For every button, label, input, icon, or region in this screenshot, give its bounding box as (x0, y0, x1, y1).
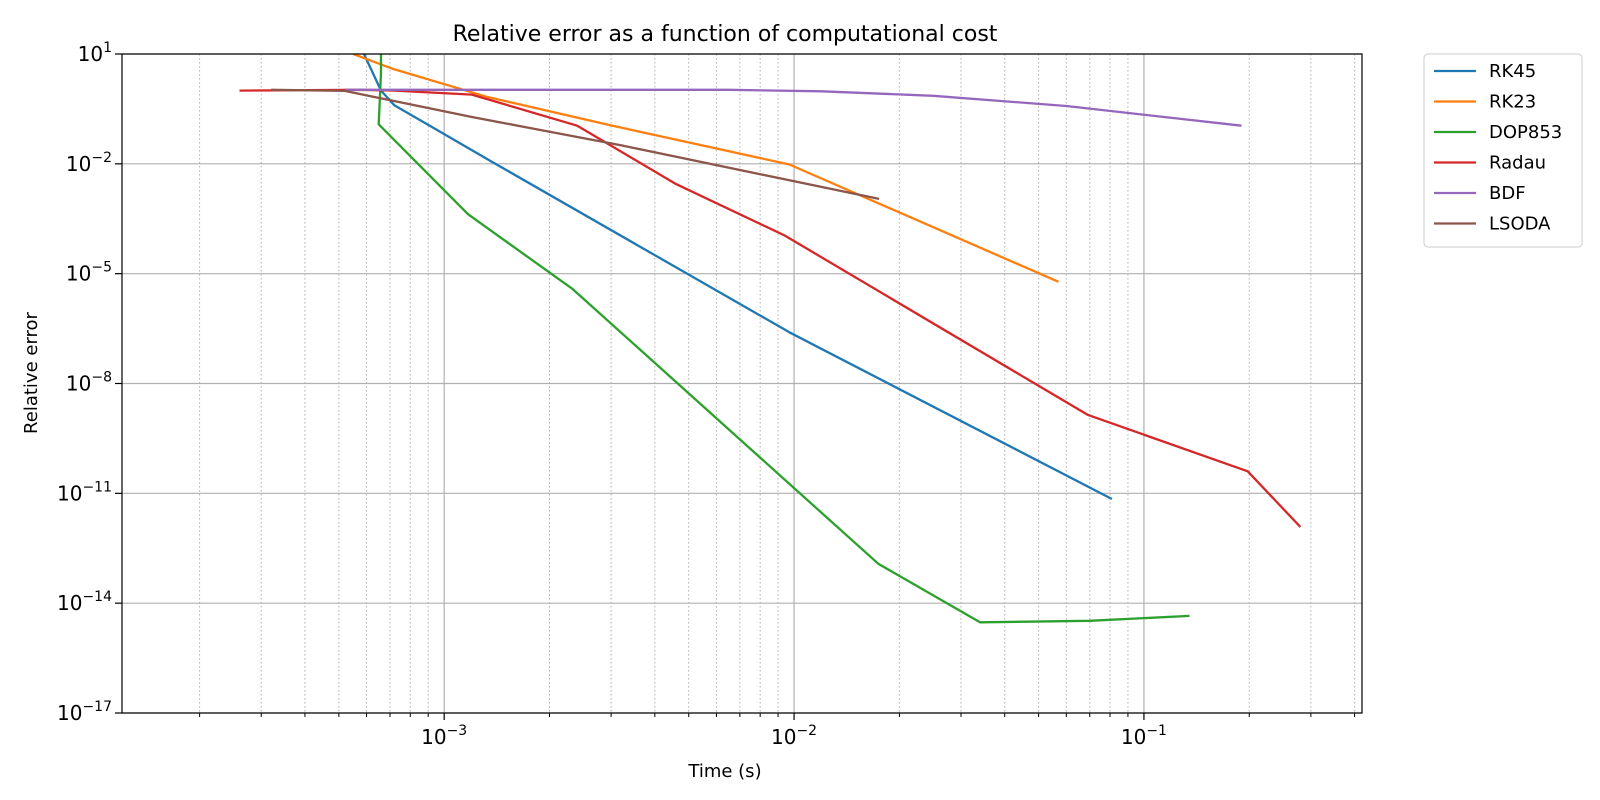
chart-title: Relative error as a function of computat… (453, 22, 998, 47)
y-tick-label: 10−11 (57, 479, 112, 505)
y-tick-label: 101 (78, 40, 112, 66)
y-axis-ticks: 101 10−2 10−5 10−8 10−11 10−14 10−17 (57, 40, 122, 725)
legend: RK45 RK23 DOP853 Radau BDF LSODA (1423, 53, 1583, 248)
y-axis-label: Relative error (21, 311, 42, 433)
x-tick-label: 10−3 (421, 723, 467, 749)
major-grid (122, 53, 1362, 714)
y-tick-label: 10−17 (57, 699, 112, 725)
legend-label-lsoda: LSODA (1489, 214, 1551, 235)
y-tick-label: 10−14 (57, 589, 112, 615)
series-line-rk23 (352, 54, 1059, 283)
legend-label-rk45: RK45 (1489, 61, 1536, 82)
y-tick-label: 10−5 (66, 260, 112, 286)
y-tick-label: 10−2 (66, 150, 112, 176)
legend-label-dop853: DOP853 (1489, 122, 1562, 143)
x-axis-ticks: 10−3 10−2 10−1 (199, 713, 1356, 749)
series-line-radau (239, 88, 1302, 528)
series-line-rk45 (362, 54, 1113, 501)
x-tick-label: 10−1 (1121, 723, 1167, 749)
series-line-lsoda (270, 88, 880, 201)
series-line-bdf (344, 88, 1242, 127)
legend-label-bdf: BDF (1489, 183, 1526, 204)
plot-lines (239, 54, 1302, 624)
series-line-dop853 (377, 54, 1190, 624)
legend-label-radau: Radau (1489, 153, 1546, 174)
x-axis-label: Time (s) (687, 761, 761, 782)
y-tick-label: 10−8 (66, 370, 112, 396)
legend-label-rk23: RK23 (1489, 92, 1536, 113)
x-tick-label: 10−2 (771, 723, 817, 749)
